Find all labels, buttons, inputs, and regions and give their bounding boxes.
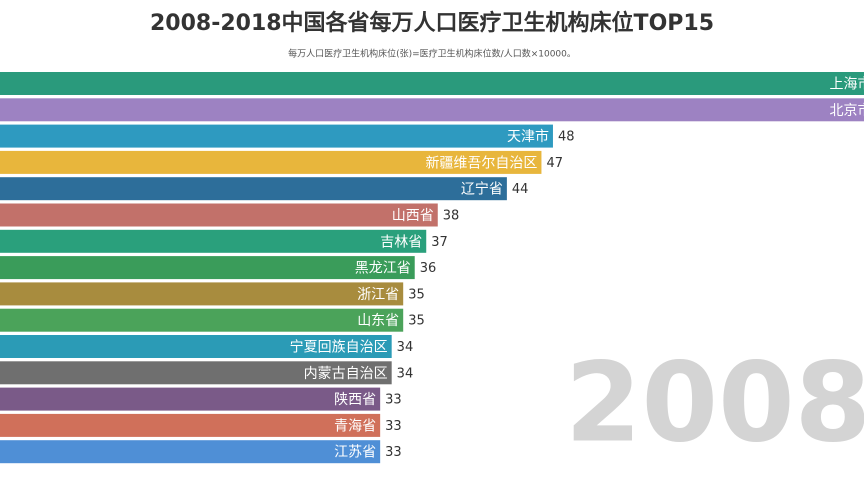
value-label: 38 xyxy=(443,209,460,224)
value-label: 44 xyxy=(512,182,529,197)
value-label: 47 xyxy=(546,156,563,171)
bar xyxy=(0,72,864,95)
bar-label: 江苏省 xyxy=(334,445,376,461)
value-label: 34 xyxy=(397,340,414,355)
bar-label: 辽宁省 xyxy=(461,181,503,198)
bar-label: 山西省 xyxy=(392,208,434,224)
value-label: 48 xyxy=(558,130,575,145)
bar-label: 内蒙古自治区 xyxy=(304,366,388,382)
value-label: 34 xyxy=(397,366,414,381)
value-label: 36 xyxy=(420,261,437,276)
bar-label: 陕西省 xyxy=(334,392,376,408)
value-label: 33 xyxy=(385,445,402,460)
bar-label: 黑龙江省 xyxy=(355,261,411,277)
bar xyxy=(0,229,427,253)
bar-label: 山东省 xyxy=(357,313,399,329)
bar-label: 吉林省 xyxy=(380,234,422,250)
bar-label: 宁夏回族自治区 xyxy=(290,339,388,356)
bar xyxy=(0,335,392,358)
bar xyxy=(0,387,381,411)
bar-label: 浙江省 xyxy=(357,287,399,303)
chart-subtitle: 每万人口医疗卫生机构床位(张)=医疗卫生机构床位数/人口数×10000。 xyxy=(288,48,576,60)
bar xyxy=(0,98,864,122)
bar xyxy=(0,308,404,332)
bar xyxy=(0,361,392,385)
bar xyxy=(0,413,381,437)
bar-label: 北京市 xyxy=(830,102,864,119)
bar xyxy=(0,150,542,174)
bar xyxy=(0,440,381,464)
chart-title: 2008-2018中国各省每万人口医疗卫生机构床位TOP15 xyxy=(150,10,714,36)
bar-label: 新疆维吾尔自治区 xyxy=(425,155,537,171)
value-label: 33 xyxy=(385,393,402,408)
bar xyxy=(0,177,507,201)
year-watermark: 2008 xyxy=(565,338,864,466)
value-label: 33 xyxy=(385,419,402,434)
bar-label: 上海市 xyxy=(830,76,864,93)
bar xyxy=(0,282,404,306)
bar xyxy=(0,256,415,280)
value-label: 35 xyxy=(408,287,425,302)
value-label: 35 xyxy=(408,314,425,329)
bar xyxy=(0,203,438,227)
value-label: 37 xyxy=(431,235,448,250)
bar-label: 青海省 xyxy=(334,418,376,434)
bar-label: 天津市 xyxy=(507,128,549,145)
bar xyxy=(0,124,553,148)
